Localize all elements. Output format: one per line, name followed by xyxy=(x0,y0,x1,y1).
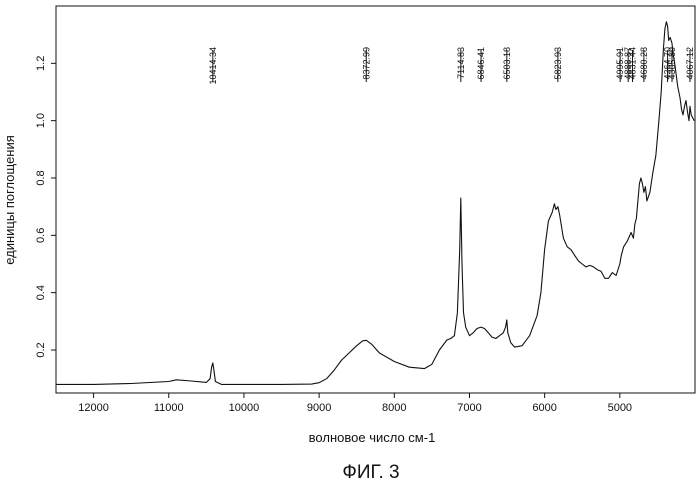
y-tick-label: 1.0 xyxy=(35,113,47,128)
x-axis-label: волновое число см-1 xyxy=(309,430,436,445)
x-tick-label: 10000 xyxy=(229,402,260,414)
y-tick-label: 0.8 xyxy=(35,170,47,185)
peak-label: 6503.18 xyxy=(502,47,512,80)
peak-label: 6846.41 xyxy=(476,47,486,80)
y-tick-label: 0.6 xyxy=(35,228,47,243)
x-tick-label: 11000 xyxy=(154,402,184,414)
x-tick-label: 12000 xyxy=(78,402,109,414)
peak-label: 4067.12 xyxy=(685,47,695,80)
peak-label: 4305.89 xyxy=(667,47,677,80)
spectrum-line xyxy=(56,22,694,385)
x-tick-label: 6000 xyxy=(532,402,556,414)
y-tick-label: 0.4 xyxy=(35,285,47,300)
peak-label: 7114.83 xyxy=(456,47,466,79)
peak-label: 4680.28 xyxy=(639,47,649,80)
peak-label: 4831.44 xyxy=(628,47,638,80)
plot-frame xyxy=(56,6,695,393)
x-tick-label: 8000 xyxy=(382,402,406,414)
y-tick-label: 0.2 xyxy=(35,342,47,357)
x-tick-label: 9000 xyxy=(307,402,331,414)
y-axis-label: единицы поглощения xyxy=(2,135,17,265)
axis-ticks: 12000 11000 10000 9000 8000 7000 6000 5000 0.2 0.… xyxy=(35,56,632,414)
x-tick-label: 7000 xyxy=(457,402,481,414)
figure-caption: ФИГ. 3 xyxy=(342,462,399,483)
spectrum-chart: 10414.34 8372.99 7114.83 6846.41 6503.18 5823… xyxy=(0,0,700,490)
peak-annotations: 10414.34 8372.99 7114.83 6846.41 6503.18 5823… xyxy=(208,47,695,85)
series-layer xyxy=(56,22,694,385)
peak-label: 10414.34 xyxy=(208,47,218,85)
y-tick-label: 1.2 xyxy=(35,56,47,71)
peak-label: 5823.93 xyxy=(553,47,563,80)
x-tick-label: 5000 xyxy=(608,402,632,414)
peak-label: 8372.99 xyxy=(361,47,371,80)
